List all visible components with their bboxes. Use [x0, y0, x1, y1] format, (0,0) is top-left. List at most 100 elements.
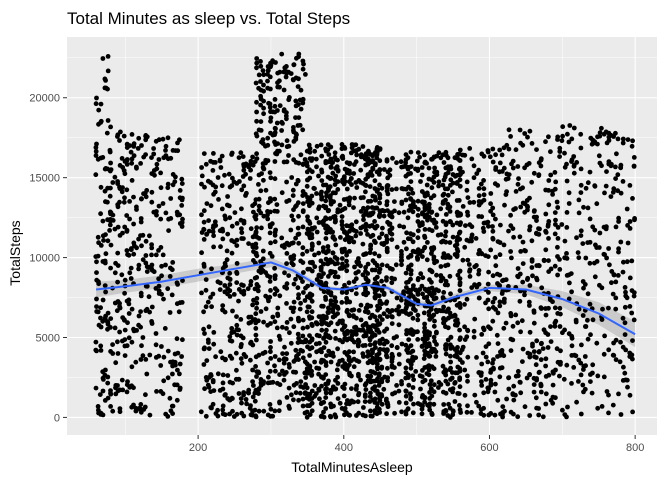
data-point [529, 257, 535, 262]
data-point [609, 280, 614, 286]
data-point [239, 360, 245, 366]
data-point [424, 161, 429, 166]
data-point [495, 341, 501, 346]
data-point [124, 162, 130, 167]
data-point [263, 187, 269, 193]
data-point [445, 262, 451, 268]
data-point [255, 284, 261, 289]
data-point [282, 270, 287, 276]
data-point [506, 228, 511, 234]
data-point [149, 319, 155, 324]
data-point [153, 342, 159, 348]
data-point [326, 152, 332, 157]
data-point [306, 304, 312, 310]
data-point [300, 355, 306, 361]
data-point [538, 163, 544, 169]
data-point [473, 236, 479, 241]
data-point [153, 331, 159, 336]
data-point [102, 258, 108, 264]
data-point [252, 407, 258, 413]
data-point [328, 414, 334, 420]
data-point [335, 157, 340, 163]
data-point [324, 327, 329, 333]
data-point [508, 313, 514, 319]
data-point [478, 371, 484, 377]
data-point [385, 375, 391, 381]
data-point [566, 201, 572, 206]
data-point [529, 265, 535, 270]
data-point [457, 288, 463, 293]
data-point [415, 329, 420, 335]
data-point [562, 150, 567, 156]
data-point [335, 374, 340, 380]
data-point [458, 410, 463, 415]
data-point [342, 144, 347, 150]
data-point [546, 305, 551, 311]
data-point [429, 185, 435, 191]
data-point [389, 187, 395, 193]
data-point [499, 291, 505, 296]
data-point [254, 99, 259, 105]
data-point [622, 304, 628, 310]
data-point [309, 309, 315, 315]
data-point [284, 261, 289, 266]
data-point [403, 365, 409, 371]
data-point [342, 381, 348, 387]
data-point [631, 155, 637, 160]
data-point [296, 76, 301, 82]
data-point [300, 251, 305, 257]
data-point [177, 137, 182, 143]
data-point [557, 305, 563, 311]
data-point [300, 333, 306, 339]
y-tick-label: 10000 [29, 253, 60, 265]
data-point [134, 245, 140, 251]
data-point [374, 274, 380, 280]
data-point [133, 408, 139, 414]
data-point [348, 176, 354, 181]
data-point [284, 138, 290, 144]
data-point [471, 334, 477, 340]
data-point [536, 349, 542, 354]
data-point [351, 205, 356, 211]
data-point [587, 260, 593, 266]
data-point [268, 86, 273, 92]
data-point [96, 281, 102, 287]
data-point [374, 364, 380, 370]
data-point [309, 368, 314, 374]
data-point [284, 64, 289, 69]
data-point [527, 413, 533, 418]
data-point [241, 390, 247, 395]
data-point [621, 364, 626, 370]
data-point [624, 295, 630, 301]
data-point [330, 229, 335, 235]
data-point [438, 232, 444, 238]
data-point [272, 132, 277, 138]
data-point [502, 296, 507, 302]
data-point [436, 288, 441, 294]
data-point [199, 290, 204, 296]
data-point [481, 405, 486, 411]
data-point [372, 396, 378, 402]
data-point [267, 230, 273, 236]
data-point [557, 145, 563, 151]
data-point [513, 392, 518, 398]
data-point [399, 201, 405, 207]
data-point [615, 136, 621, 142]
data-point [252, 201, 258, 207]
data-point [446, 306, 451, 312]
data-point [546, 188, 551, 193]
data-point [399, 341, 405, 347]
data-point [370, 165, 376, 171]
data-point [627, 275, 633, 281]
data-point [248, 282, 254, 288]
data-point [618, 412, 624, 417]
data-point [515, 164, 521, 169]
data-point [443, 233, 448, 239]
data-point [174, 382, 180, 388]
data-point [376, 172, 382, 177]
data-point [377, 192, 383, 198]
data-point [201, 362, 207, 367]
data-point [117, 138, 122, 143]
data-point [415, 166, 421, 172]
